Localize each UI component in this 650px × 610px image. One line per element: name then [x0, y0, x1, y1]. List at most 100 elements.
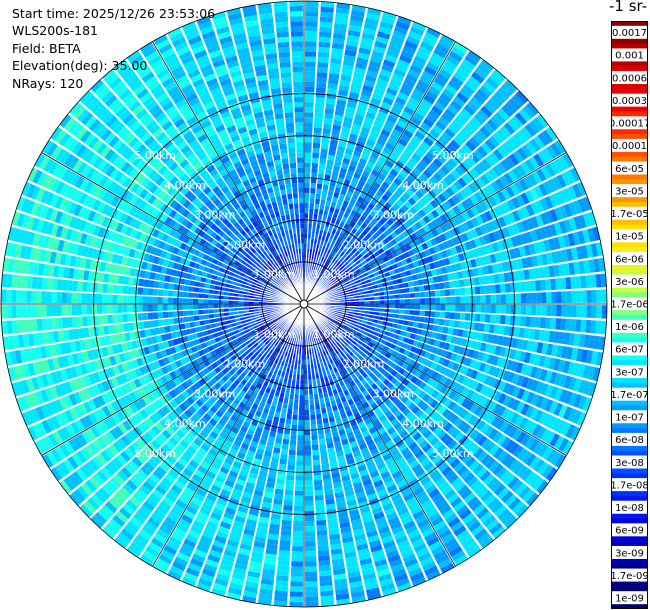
range-gate-cell	[453, 320, 460, 328]
range-gate-cell	[465, 171, 476, 182]
range-gate-cell	[444, 127, 456, 139]
range-gate-cell	[540, 166, 551, 180]
range-gate-cell	[413, 286, 420, 292]
range-gate-cell	[304, 420, 310, 426]
range-gate-cell	[351, 123, 362, 131]
range-gate-cell	[321, 269, 326, 275]
range-gate-cell	[307, 243, 311, 249]
range-gate-cell	[274, 590, 288, 597]
range-gate-cell	[360, 250, 367, 257]
range-gate-cell	[409, 170, 419, 180]
range-gate-cell	[474, 67, 488, 80]
range-gate-cell	[479, 313, 486, 323]
range-gate-cell	[399, 299, 405, 304]
range-gate-cell	[305, 581, 318, 587]
range-gate-cell	[304, 525, 315, 532]
range-gate-cell	[304, 515, 315, 522]
range-gate-cell	[541, 292, 547, 304]
range-gate-cell	[294, 500, 304, 506]
range-gate-cell	[450, 100, 463, 112]
range-gate-cell	[548, 194, 559, 208]
range-gate-cell	[312, 259, 316, 265]
range-gate-cell	[434, 290, 441, 297]
range-gate-cell	[473, 164, 484, 176]
range-gate-cell	[474, 226, 483, 237]
range-gate-cell	[319, 251, 324, 257]
range-gate-cell	[332, 280, 338, 285]
range-gate-cell	[461, 200, 470, 210]
range-gate-cell	[507, 118, 520, 132]
range-gate-cell	[429, 128, 440, 139]
range-gate-cell	[421, 70, 435, 81]
range-gate-cell	[487, 98, 500, 111]
range-gate-cell	[318, 36, 331, 43]
range-gate-cell	[414, 221, 423, 230]
range-gate-cell	[390, 215, 398, 223]
range-gate-cell	[293, 505, 304, 512]
range-gate-cell	[390, 35, 405, 45]
range-gate-cell	[494, 111, 506, 125]
range-gate-cell	[425, 304, 431, 311]
range-gate-cell	[305, 1, 319, 7]
range-gate-cell	[327, 254, 332, 261]
range-gate-cell	[433, 172, 443, 182]
range-gate-cell	[429, 175, 439, 186]
range-gate-cell	[362, 121, 373, 130]
range-gate-cell	[459, 287, 466, 296]
range-gate-cell	[304, 425, 311, 431]
range-gate-cell	[425, 297, 431, 304]
range-gate-cell	[368, 173, 377, 182]
range-gate-cell	[484, 171, 495, 183]
range-gate-cell	[415, 163, 426, 173]
range-gate-cell	[315, 265, 319, 271]
range-gate-cell	[457, 112, 469, 124]
range-gate-cell	[403, 106, 415, 116]
range-gate-cell	[511, 115, 524, 129]
range-gate-cell	[439, 311, 446, 319]
range-gate-cell	[443, 59, 458, 71]
range-gate-cell	[422, 224, 431, 233]
range-gate-cell	[286, 474, 295, 481]
range-gate-cell	[432, 325, 439, 332]
range-gate-cell	[320, 6, 334, 13]
range-gate-cell	[426, 27, 441, 38]
range-gate-cell	[510, 293, 517, 304]
range-gate-cell	[561, 291, 567, 303]
range-gate-cell	[304, 551, 317, 557]
range-gate-cell	[304, 223, 308, 229]
range-gate-cell	[364, 239, 372, 247]
range-gate-cell	[327, 267, 333, 273]
range-gate-cell	[322, 184, 329, 191]
range-gate-cell	[304, 495, 314, 501]
range-gate-cell	[320, 1, 335, 8]
range-gate-cell	[358, 240, 365, 247]
range-gate-cell	[389, 308, 395, 314]
range-gate-cell	[458, 162, 469, 174]
range-gate-cell	[340, 285, 347, 290]
range-gate-cell	[535, 317, 541, 328]
range-gate-cell	[344, 271, 351, 277]
range-gate-cell	[325, 103, 335, 110]
range-gate-cell	[399, 182, 409, 192]
range-gate-cell	[387, 198, 395, 207]
range-gate-cell	[311, 157, 319, 164]
range-gate-cell	[530, 280, 536, 292]
range-gate-cell	[522, 105, 535, 119]
range-gate-cell	[359, 42, 373, 51]
range-gate-cell	[411, 153, 422, 163]
range-gate-cell	[510, 282, 516, 293]
range-gate-cell	[560, 318, 567, 331]
range-gate-cell	[496, 191, 507, 203]
range-gate-cell	[348, 232, 355, 239]
range-gate-cell	[294, 495, 304, 501]
range-gate-cell	[335, 260, 342, 267]
range-gate-cell	[336, 236, 342, 243]
range-gate-cell	[374, 304, 380, 308]
range-gate-cell	[331, 47, 344, 55]
range-gate-cell	[350, 254, 357, 260]
range-gate-cell	[431, 228, 439, 237]
range-gate-cell	[314, 260, 318, 266]
range-gate-cell	[304, 430, 311, 436]
range-gate-cell	[381, 181, 390, 190]
range-gate-cell	[494, 314, 501, 324]
